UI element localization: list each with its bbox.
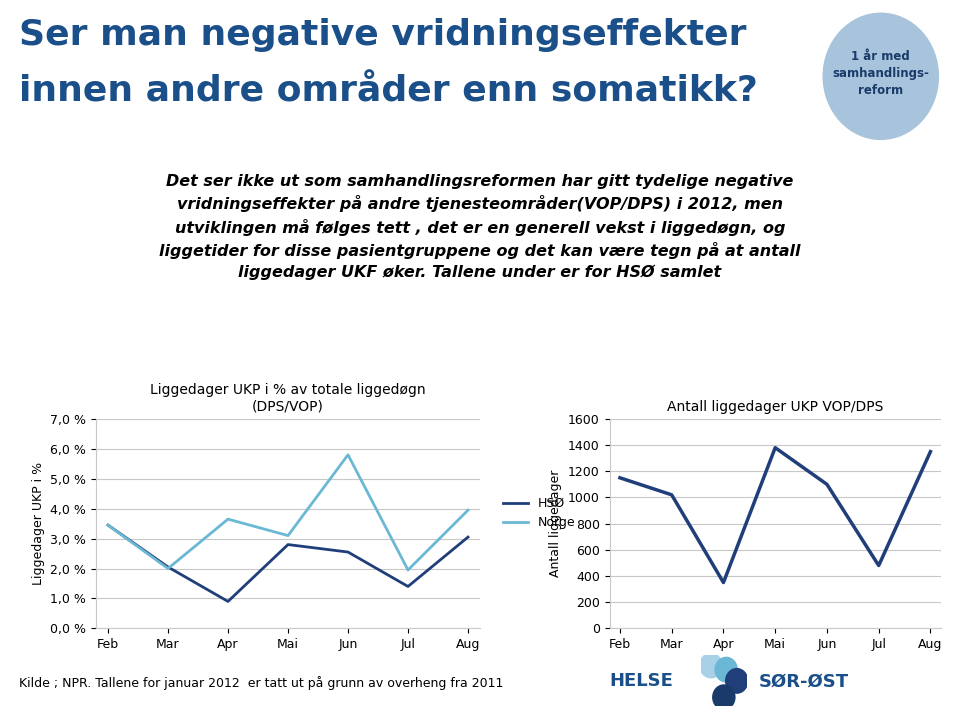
- Text: innen andre områder enn somatikk?: innen andre områder enn somatikk?: [19, 75, 758, 109]
- Text: Det ser ikke ut som samhandlingsreformen har gitt tydelige negative
vridningseff: Det ser ikke ut som samhandlingsreformen…: [159, 174, 801, 280]
- Circle shape: [823, 13, 938, 139]
- Text: 1 år med
samhandlings-
reform: 1 år med samhandlings- reform: [832, 50, 929, 97]
- Title: Antall liggedager UKP VOP/DPS: Antall liggedager UKP VOP/DPS: [667, 400, 883, 413]
- Y-axis label: Liggedager UKP i %: Liggedager UKP i %: [32, 462, 45, 585]
- Circle shape: [715, 657, 737, 682]
- Title: Liggedager UKP i % av totale liggedøgn
(DPS/VOP): Liggedager UKP i % av totale liggedøgn (…: [150, 383, 426, 413]
- Text: Kilde ; NPR. Tallene for januar 2012  er tatt ut på grunn av overheng fra 2011: Kilde ; NPR. Tallene for januar 2012 er …: [19, 676, 504, 690]
- Y-axis label: Antall liggedager: Antall liggedager: [549, 470, 563, 577]
- Circle shape: [726, 669, 748, 693]
- Circle shape: [700, 653, 722, 678]
- Legend: HSØ, Norge: HSØ, Norge: [498, 492, 581, 535]
- Text: SØR-ØST: SØR-ØST: [758, 672, 849, 690]
- Text: Ser man negative vridningseffekter: Ser man negative vridningseffekter: [19, 18, 747, 52]
- Circle shape: [712, 685, 735, 709]
- Text: HELSE: HELSE: [610, 672, 674, 690]
